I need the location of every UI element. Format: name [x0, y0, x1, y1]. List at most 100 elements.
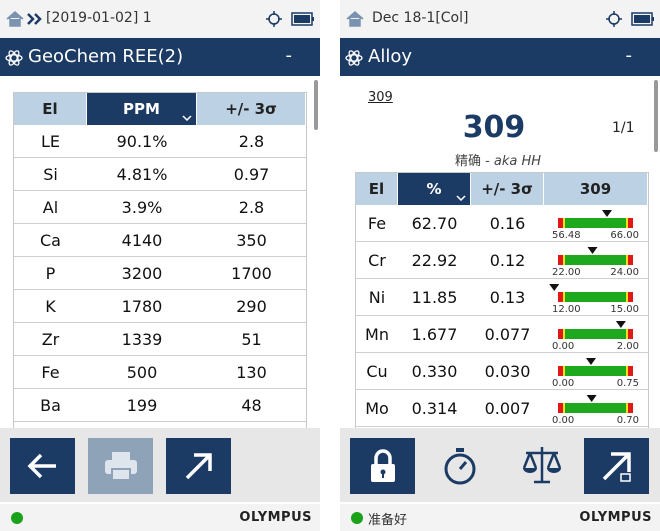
table-cell: 0.330 [411, 361, 458, 381]
range-gauge: 12.00 15.00 [544, 279, 648, 315]
gauge-low-warn [563, 255, 565, 265]
results-table: El% +/- 3σ 309 Fe 62.70 0.16 56.48 66.00 Cr 22.92… [355, 172, 649, 429]
export-button[interactable] [166, 438, 231, 494]
table-cell: 0.077 [484, 324, 531, 344]
gauge-low-warn [563, 292, 565, 302]
gauge-high-warn [626, 403, 628, 413]
gauge-marker [602, 210, 613, 217]
gauge-low-warn [563, 403, 565, 413]
timer-button[interactable] [442, 446, 478, 486]
range-min: 0.00 [552, 378, 574, 389]
gauge-low [558, 218, 563, 228]
table-cell: Ba [40, 395, 61, 415]
nav-icons[interactable] [6, 10, 46, 28]
export-icon [185, 453, 212, 480]
ready-state: 准备好 [368, 513, 408, 528]
gauge-high-warn [626, 329, 628, 339]
table-cell: Cr [368, 250, 386, 270]
range-max: 0.75 [617, 378, 639, 389]
back-button[interactable] [10, 438, 75, 494]
table-cell: Zr [41, 329, 60, 349]
gauge-high [628, 329, 633, 339]
scrollbar[interactable] [654, 80, 658, 152]
table-cell: Ni [368, 287, 386, 307]
gauge-marker [586, 358, 596, 365]
status-path: [2019-01-02] 1 [46, 10, 152, 26]
gauge-marker [587, 247, 598, 254]
range-max: 2.00 [617, 341, 639, 352]
caret [456, 195, 466, 201]
table-row: Fe 500 130 [14, 356, 306, 389]
range-max: 24.00 [610, 267, 639, 278]
home-icon[interactable] [346, 10, 366, 28]
table-cell: 4140 [121, 230, 163, 250]
table-cell: Al [42, 197, 59, 217]
gauge: 56.48 66.00 [552, 210, 639, 241]
table-cell: 0.007 [484, 398, 531, 418]
menu-button[interactable]: - [625, 45, 633, 66]
gauge-bar [558, 255, 633, 265]
table-cell: 0.030 [484, 361, 531, 381]
column-header[interactable]: PPM [87, 93, 197, 125]
range-gauge: 0.00 2.00 [544, 316, 648, 352]
table-cell: 199 [126, 395, 158, 415]
table-cell: 3.9% [121, 197, 163, 217]
table-cell: 22.92 [411, 250, 458, 270]
table-cell: 2.8 [238, 197, 265, 217]
table-row: Cu 0.330 0.030 0.00 0.75 [356, 353, 648, 390]
range-gauge: 0.00 0.75 [544, 353, 648, 389]
quality: 精确 - [454, 154, 490, 169]
status-path: Dec 18-1[Col] [372, 10, 469, 26]
table-cell: 4.81% [116, 164, 168, 184]
footer: OLYMPUS [0, 504, 320, 531]
gauge-marker [615, 321, 626, 328]
results-table: El PPM +/- 3σ LE 90.1% 2.8 Si 4.81% 0.97 Al 3.9% 2.… [13, 92, 307, 429]
status-dot [351, 512, 363, 524]
table-cell: Si [43, 164, 58, 184]
gauge-low [558, 329, 563, 339]
gauge-high [628, 403, 633, 413]
toolbar [0, 428, 320, 502]
table-cell: Mn [365, 324, 389, 344]
table-cell: 51 [241, 329, 262, 349]
gauge-low [558, 292, 563, 302]
gauge: 12.00 15.00 [549, 284, 639, 315]
table-cell: 1339 [121, 329, 163, 349]
scrollbar[interactable] [314, 80, 318, 130]
lock-button[interactable] [350, 438, 415, 494]
column-header[interactable]: % [398, 173, 471, 205]
range-max: 66.00 [610, 230, 639, 241]
toolbar [340, 428, 660, 502]
gauge-low-warn [563, 218, 565, 228]
table-cell: LE [40, 131, 61, 151]
table-cell: 0.16 [489, 213, 526, 233]
table-row: Fe 62.70 0.16 56.48 66.00 [356, 205, 648, 242]
export-button[interactable] [584, 438, 649, 494]
gauge: 0.00 2.00 [552, 321, 639, 352]
balance-button[interactable] [522, 444, 562, 486]
table-cell: Mo [365, 398, 389, 418]
table-row: P 3200 1700 [14, 257, 306, 290]
range-max: 0.70 [617, 415, 639, 426]
menu-button[interactable]: - [285, 45, 293, 66]
gauge-low [558, 403, 563, 413]
table-cell: 3200 [121, 263, 163, 283]
header-row: El% +/- 3σ 309 [356, 173, 648, 205]
export-icon [602, 452, 631, 482]
status-bar: Dec 18-1[Col] [340, 0, 660, 38]
table-cell: 62.70 [411, 213, 458, 233]
gauge-high [628, 255, 633, 265]
grade-link[interactable]: 309 [368, 90, 393, 105]
gauge-low-warn [563, 329, 565, 339]
gauge-bar [558, 403, 633, 413]
range-gauge: 0.00 0.70 [544, 390, 648, 426]
gauge-high [628, 292, 633, 302]
table-cell: 130 [236, 362, 267, 382]
status-bar: [2019-01-02] 1 [0, 0, 320, 38]
match-quality: 精确 - aka HH [340, 150, 656, 169]
column-header: El [14, 93, 87, 125]
column-header: El [356, 173, 398, 205]
table-cell: 2.8 [238, 131, 265, 151]
print-button[interactable] [88, 438, 153, 494]
column-header: 309 [544, 173, 648, 205]
